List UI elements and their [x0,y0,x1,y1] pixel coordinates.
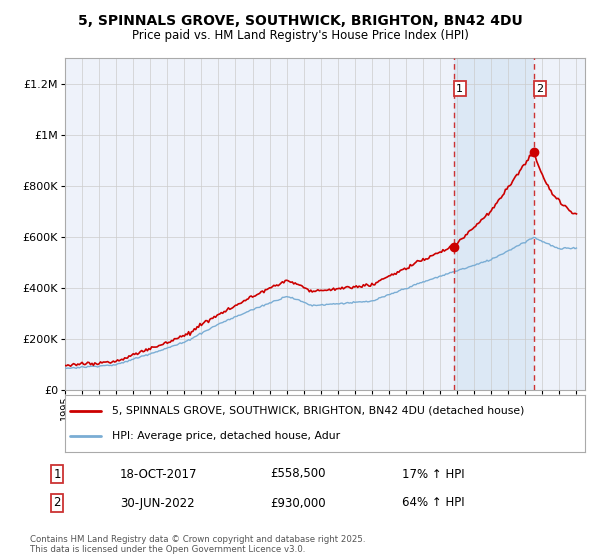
Text: £558,500: £558,500 [270,468,325,480]
Bar [454,58,534,390]
Text: 18-OCT-2017: 18-OCT-2017 [120,468,197,480]
Text: 1: 1 [53,468,61,480]
Text: 17% ↑ HPI: 17% ↑ HPI [402,468,464,480]
Text: 5, SPINNALS GROVE, SOUTHWICK, BRIGHTON, BN42 4DU: 5, SPINNALS GROVE, SOUTHWICK, BRIGHTON, … [77,14,523,28]
Text: £930,000: £930,000 [270,497,326,510]
Text: Price paid vs. HM Land Registry's House Price Index (HPI): Price paid vs. HM Land Registry's House … [131,29,469,42]
Text: 64% ↑ HPI: 64% ↑ HPI [402,497,464,510]
Text: 2: 2 [53,497,61,510]
Text: Contains HM Land Registry data © Crown copyright and database right 2025.
This d: Contains HM Land Registry data © Crown c… [30,535,365,554]
Text: 1: 1 [456,83,463,94]
Text: 2: 2 [536,83,544,94]
Text: HPI: Average price, detached house, Adur: HPI: Average price, detached house, Adur [112,431,340,441]
Text: 30-JUN-2022: 30-JUN-2022 [120,497,194,510]
Text: 5, SPINNALS GROVE, SOUTHWICK, BRIGHTON, BN42 4DU (detached house): 5, SPINNALS GROVE, SOUTHWICK, BRIGHTON, … [112,406,524,416]
